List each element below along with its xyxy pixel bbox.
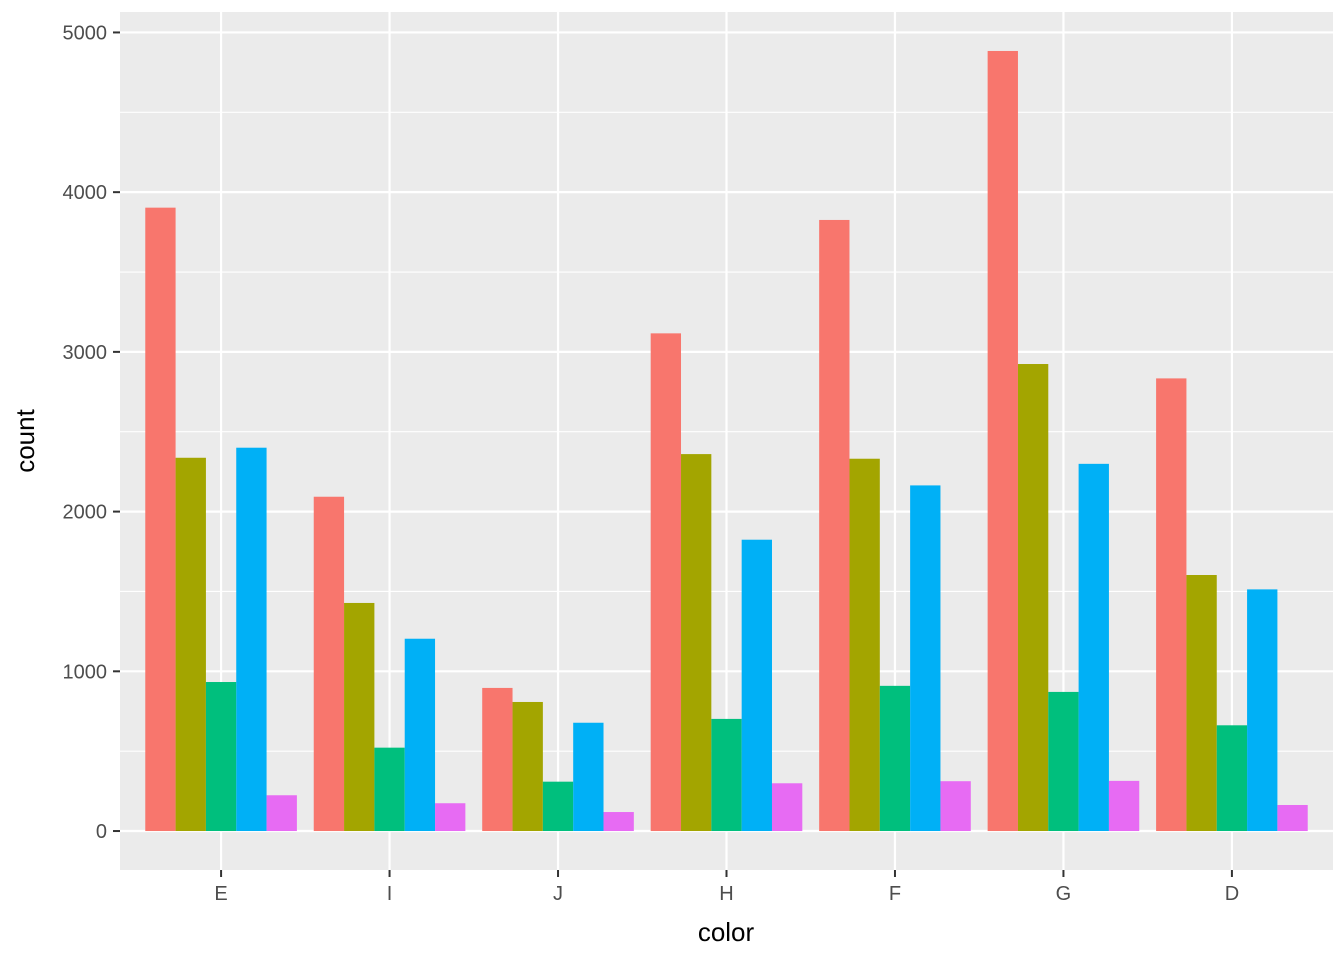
bar-i-series-4 bbox=[404, 638, 436, 832]
x-tick-label: H bbox=[719, 883, 733, 905]
bar-i-series-5 bbox=[435, 803, 466, 832]
bar-d-series-2 bbox=[1186, 575, 1217, 832]
bar-h-series-5 bbox=[771, 783, 803, 832]
bar-g-series-1 bbox=[987, 50, 1018, 832]
bar-h-series-2 bbox=[681, 454, 712, 832]
x-tick-label: I bbox=[387, 883, 393, 905]
bar-d-series-4 bbox=[1247, 589, 1278, 832]
bar-h-series-3 bbox=[711, 718, 742, 832]
y-tick-label: 1000 bbox=[63, 661, 108, 683]
bar-marks bbox=[145, 50, 1308, 832]
bar-d-series-5 bbox=[1277, 804, 1308, 832]
x-axis-title: color bbox=[698, 917, 755, 947]
bar-h-series-4 bbox=[741, 539, 772, 832]
bar-g-series-2 bbox=[1017, 364, 1049, 832]
y-tick-label: 4000 bbox=[63, 182, 108, 204]
bar-e-series-5 bbox=[266, 795, 297, 832]
y-tick-label: 5000 bbox=[63, 22, 108, 44]
bar-d-series-3 bbox=[1216, 725, 1248, 832]
bar-j-series-3 bbox=[542, 781, 574, 832]
bar-g-series-4 bbox=[1078, 463, 1109, 832]
bar-j-series-4 bbox=[573, 722, 604, 832]
y-axis-title: count bbox=[10, 408, 40, 472]
bar-d-series-1 bbox=[1156, 378, 1187, 832]
bar-e-series-4 bbox=[236, 447, 267, 832]
x-tick-label: J bbox=[553, 883, 563, 905]
bar-e-series-3 bbox=[205, 682, 237, 832]
bar-h-series-1 bbox=[650, 333, 682, 832]
bar-f-series-2 bbox=[849, 458, 880, 832]
x-tick-label: E bbox=[214, 883, 227, 905]
x-tick-label: D bbox=[1225, 883, 1239, 905]
y-tick-label: 3000 bbox=[63, 342, 108, 364]
bar-f-series-3 bbox=[879, 685, 911, 832]
bar-f-series-5 bbox=[940, 781, 971, 832]
bar-i-series-2 bbox=[344, 602, 375, 832]
bar-e-series-2 bbox=[175, 457, 206, 832]
x-tick-label: G bbox=[1056, 883, 1072, 905]
y-tick-label: 0 bbox=[96, 821, 107, 843]
y-tick-label: 2000 bbox=[63, 502, 108, 524]
y-axis: 0 1000 2000 3000 4000 5000 bbox=[63, 22, 120, 843]
bar-f-series-1 bbox=[819, 219, 850, 832]
bar-g-series-3 bbox=[1048, 691, 1079, 832]
bar-i-series-1 bbox=[313, 496, 345, 832]
bar-g-series-5 bbox=[1108, 780, 1140, 832]
bar-f-series-4 bbox=[910, 485, 941, 832]
bar-j-series-2 bbox=[512, 701, 543, 832]
x-tick-label: F bbox=[889, 883, 901, 905]
bar-e-series-1 bbox=[145, 207, 176, 832]
bar-j-series-1 bbox=[482, 687, 513, 832]
bar-j-series-5 bbox=[603, 812, 634, 832]
bar-i-series-3 bbox=[374, 747, 405, 832]
